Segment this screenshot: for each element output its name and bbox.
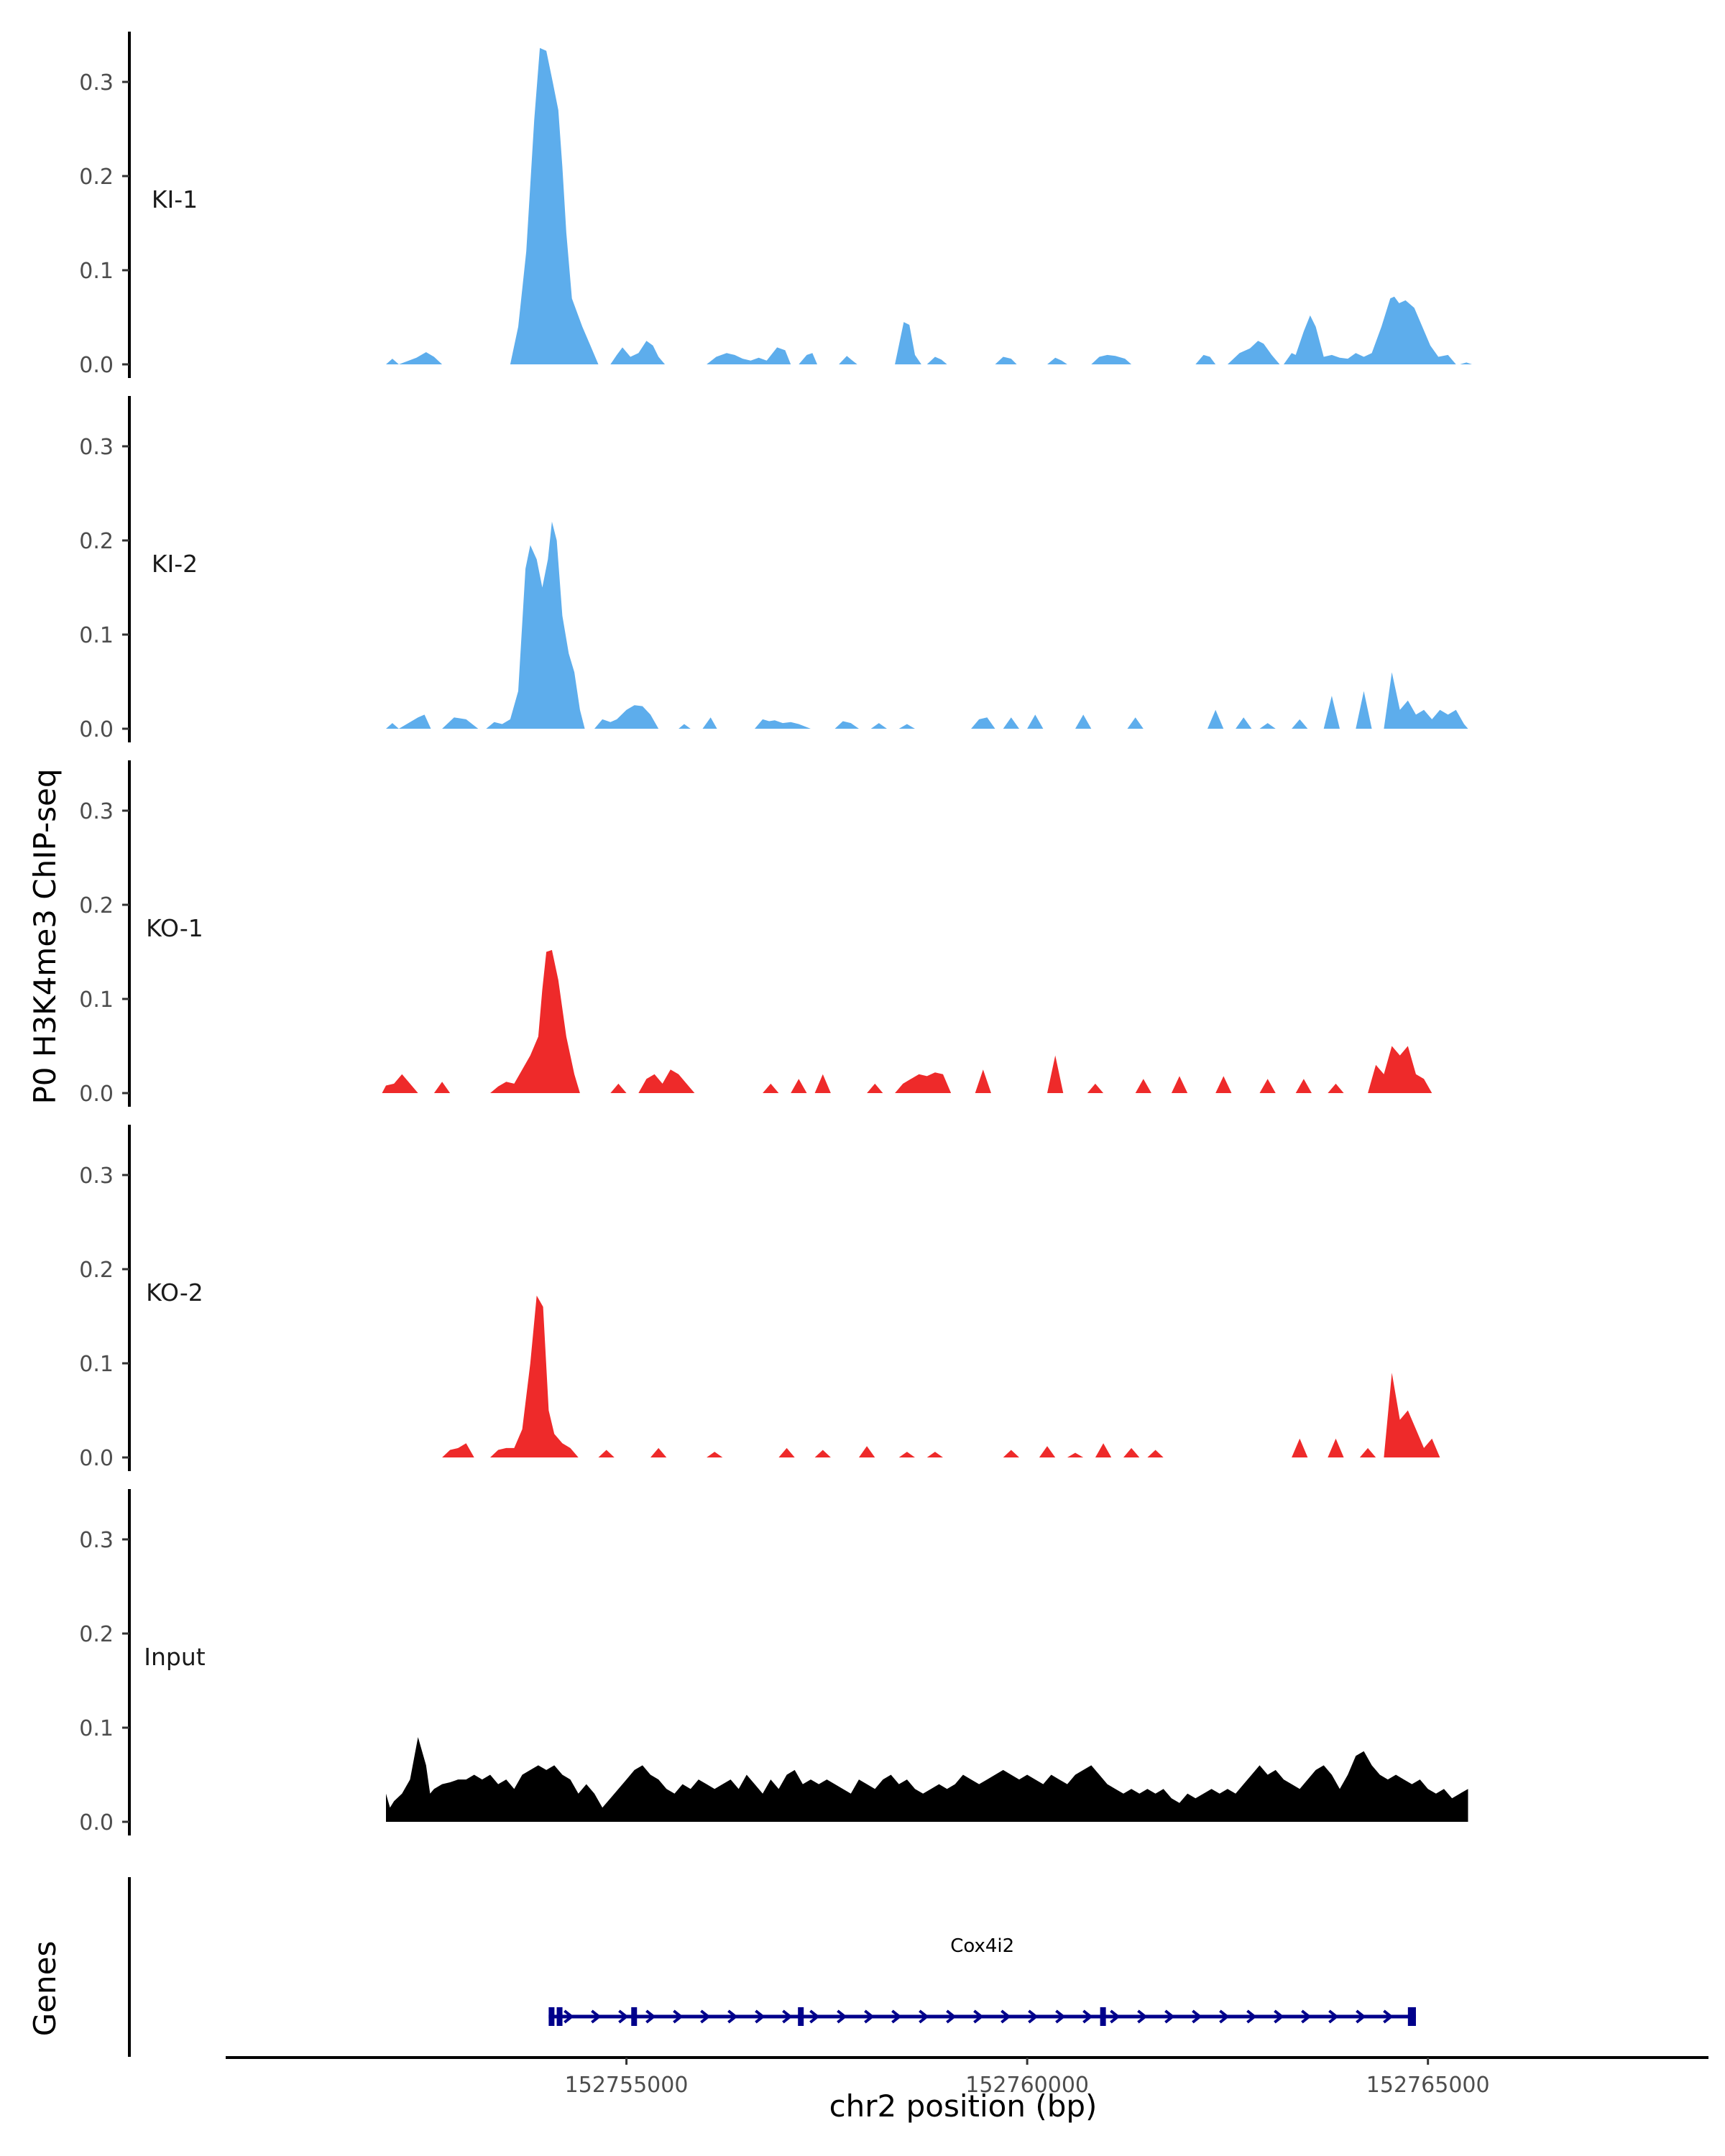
strand-arrow bbox=[755, 2009, 765, 2024]
strand-arrow bbox=[1110, 2009, 1121, 2024]
strand-arrow bbox=[973, 2009, 984, 2024]
exon-block bbox=[631, 2007, 638, 2026]
strand-arrow bbox=[1383, 2009, 1394, 2024]
strand-arrow bbox=[1137, 2009, 1148, 2024]
strand-arrow bbox=[700, 2009, 711, 2024]
strand-arrow bbox=[591, 2009, 602, 2024]
exon-block bbox=[556, 2007, 563, 2026]
x-tick-label: 152755000 bbox=[565, 2073, 689, 2098]
strand-arrow bbox=[782, 2009, 793, 2024]
y-tick-label: 0.2 bbox=[79, 893, 114, 918]
strand-arrow bbox=[1000, 2009, 1011, 2024]
exon-block bbox=[548, 2007, 555, 2026]
y-tick-label: 0.3 bbox=[79, 70, 114, 96]
track-label: KI-1 bbox=[152, 185, 198, 213]
strand-arrow bbox=[946, 2009, 957, 2024]
y-tick-label: 0.0 bbox=[79, 353, 114, 378]
y-tick-label: 0.1 bbox=[79, 1352, 114, 1377]
strand-arrow bbox=[1328, 2009, 1339, 2024]
x-tick-label: 152760000 bbox=[965, 2073, 1089, 2098]
y-tick-label: 0.2 bbox=[79, 1622, 114, 1647]
coverage-area bbox=[386, 47, 1472, 365]
strand-arrow bbox=[837, 2009, 847, 2024]
x-tick-label: 152765000 bbox=[1366, 2073, 1490, 2098]
y-tick-label: 0.3 bbox=[79, 435, 114, 460]
strand-arrow bbox=[1301, 2009, 1312, 2024]
y-tick-label: 0.0 bbox=[79, 1810, 114, 1835]
exon-block bbox=[1100, 2007, 1106, 2026]
strand-arrow bbox=[891, 2009, 902, 2024]
coverage-area bbox=[386, 1737, 1468, 1822]
x-axis: 152755000 152760000 152765000 bbox=[226, 2056, 1708, 2098]
strand-arrow bbox=[564, 2009, 574, 2024]
track-ki-1: 0.0 0.1 0.2 0.3 KI-1 bbox=[79, 32, 1472, 378]
strand-arrow bbox=[864, 2009, 875, 2024]
y-axis-title: P0 H3K4me3 ChIP-seq bbox=[27, 768, 63, 1104]
track-ki-2: 0.0 0.1 0.2 0.3 KI-2 bbox=[79, 396, 1468, 742]
strand-arrow bbox=[673, 2009, 684, 2024]
strand-arrow bbox=[1274, 2009, 1284, 2024]
y-tick-label: 0.1 bbox=[79, 623, 114, 648]
track-label: Input bbox=[144, 1643, 206, 1671]
strand-arrow bbox=[1055, 2009, 1066, 2024]
strand-arrow bbox=[1082, 2009, 1093, 2024]
y-tick-label: 0.0 bbox=[79, 1446, 114, 1471]
y-tick-label: 0.3 bbox=[79, 1528, 114, 1553]
strand-arrow bbox=[1028, 2009, 1039, 2024]
strand-arrow bbox=[809, 2009, 820, 2024]
y-tick-label: 0.2 bbox=[79, 529, 114, 554]
strand-arrow bbox=[1356, 2009, 1366, 2024]
y-tick-label: 0.3 bbox=[79, 799, 114, 824]
track-label: KO-2 bbox=[146, 1279, 203, 1307]
coverage-tracks: 0.00.10.20.3KI-10.00.10.20.3KI-20.00.10.… bbox=[79, 32, 1472, 1835]
genes-axis-title: Genes bbox=[27, 1941, 63, 2037]
x-axis-title: chr2 position (bp) bbox=[829, 2088, 1098, 2124]
y-tick-label: 0.0 bbox=[79, 717, 114, 742]
gene-annotation-panel: Cox4i2 bbox=[128, 1877, 1416, 2057]
strand-arrow bbox=[919, 2009, 929, 2024]
track-ko-1: 0.0 0.1 0.2 0.3 KO-1 bbox=[79, 760, 1432, 1107]
track-ko-2: 0.0 0.1 0.2 0.3 KO-2 bbox=[79, 1125, 1440, 1471]
y-tick-label: 0.2 bbox=[79, 165, 114, 190]
strand-arrow bbox=[618, 2009, 629, 2024]
coverage-area bbox=[382, 949, 1432, 1093]
strand-arrow bbox=[1192, 2009, 1202, 2024]
strand-arrow bbox=[645, 2009, 656, 2024]
y-tick-label: 0.1 bbox=[79, 1716, 114, 1741]
strand-arrow bbox=[1219, 2009, 1230, 2024]
y-tick-label: 0.0 bbox=[79, 1082, 114, 1107]
gene-name-label: Cox4i2 bbox=[950, 1935, 1014, 1957]
y-tick-label: 0.1 bbox=[79, 259, 114, 284]
y-tick-label: 0.2 bbox=[79, 1258, 114, 1283]
track-label: KO-1 bbox=[146, 914, 203, 942]
track-input: 0.0 0.1 0.2 0.3 Input bbox=[79, 1489, 1468, 1835]
coverage-area bbox=[442, 1295, 1440, 1457]
strand-arrow bbox=[1164, 2009, 1175, 2024]
y-tick-label: 0.1 bbox=[79, 987, 114, 1013]
strand-arrow bbox=[727, 2009, 738, 2024]
exon-block bbox=[1407, 2007, 1416, 2026]
coverage-area bbox=[386, 521, 1468, 729]
y-tick-label: 0.3 bbox=[79, 1164, 114, 1189]
track-label: KI-2 bbox=[152, 550, 198, 578]
exon-block bbox=[798, 2007, 804, 2026]
strand-arrow bbox=[1246, 2009, 1257, 2024]
